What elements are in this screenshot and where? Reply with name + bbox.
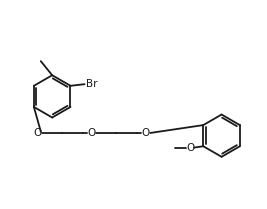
Text: O: O	[87, 128, 96, 138]
Text: O: O	[186, 143, 194, 153]
Text: O: O	[142, 128, 150, 138]
Text: Br: Br	[86, 79, 97, 89]
Text: O: O	[33, 128, 41, 138]
